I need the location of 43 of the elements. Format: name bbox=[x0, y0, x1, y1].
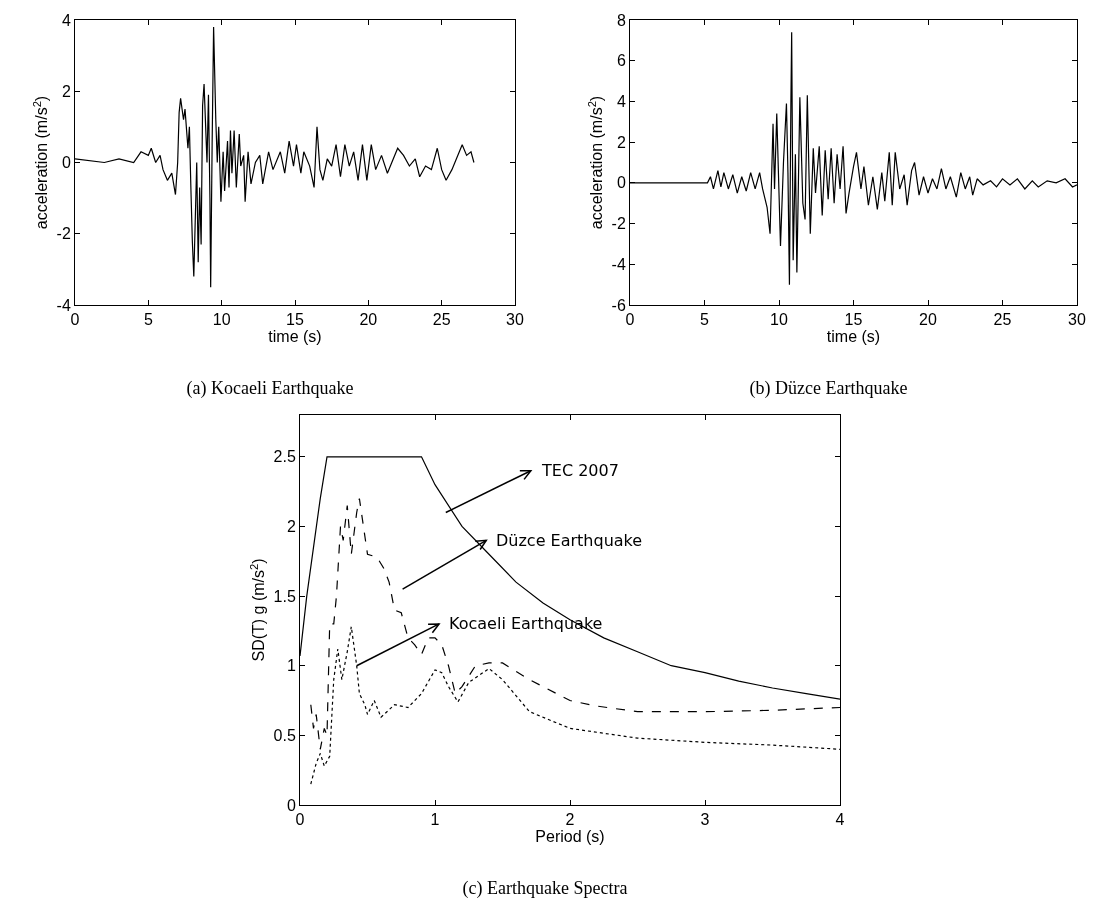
y-tick-label: 1 bbox=[286, 657, 296, 675]
y-tick-label: 8 bbox=[616, 11, 626, 29]
y-tick-label: 4 bbox=[616, 93, 626, 111]
y-tick-label: -2 bbox=[56, 225, 71, 243]
y-tick-label: 0 bbox=[286, 796, 296, 814]
x-axis-title: time (s) bbox=[826, 328, 881, 346]
y-tick-label: 2 bbox=[61, 82, 71, 100]
y-tick-label: -6 bbox=[611, 296, 626, 314]
x-tick-label: 15 bbox=[286, 311, 304, 329]
y-tick-label: 0 bbox=[616, 174, 626, 192]
y-tick-label: 6 bbox=[616, 52, 626, 70]
x-tick-label: 2 bbox=[565, 811, 575, 829]
annotation: TEC 2007 bbox=[541, 461, 619, 480]
x-tick-label: 10 bbox=[770, 311, 788, 329]
y-tick-label: 4 bbox=[61, 11, 71, 29]
y-tick-label: 1.5 bbox=[273, 587, 296, 605]
x-tick-label: 25 bbox=[432, 311, 451, 329]
annotation: Düzce Earthquake bbox=[496, 531, 643, 550]
x-tick-label: 3 bbox=[700, 811, 710, 829]
y-tick-label: 2 bbox=[286, 518, 296, 536]
y-tick-label: 0 bbox=[61, 154, 71, 172]
text: (c) Earthquake Spectra bbox=[462, 878, 628, 899]
y-tick-label: -4 bbox=[56, 296, 71, 314]
x-tick-label: 15 bbox=[844, 311, 863, 329]
y-tick-label: -2 bbox=[611, 215, 626, 233]
x-tick-label: 30 bbox=[506, 311, 524, 329]
x-axis-title: time (s) bbox=[268, 328, 322, 346]
text: (b) Düzce Earthquake bbox=[749, 378, 908, 399]
x-axis-title: Period (s) bbox=[535, 828, 605, 846]
x-tick-label: 25 bbox=[993, 311, 1012, 329]
x-tick-label: 5 bbox=[700, 311, 710, 329]
y-tick-label: 0.5 bbox=[273, 726, 296, 744]
text: (a) Kocaeli Earthquake bbox=[186, 378, 354, 399]
y-tick-label: -4 bbox=[611, 255, 626, 273]
y-tick-label: 2 bbox=[616, 133, 626, 151]
x-tick-label: 1 bbox=[430, 811, 440, 829]
x-tick-label: 30 bbox=[1068, 311, 1086, 329]
x-tick-label: 10 bbox=[212, 311, 231, 329]
x-tick-label: 20 bbox=[919, 311, 937, 329]
x-tick-label: 4 bbox=[835, 811, 845, 829]
y-tick-label: 2.5 bbox=[273, 448, 296, 466]
x-tick-label: 5 bbox=[143, 311, 153, 329]
x-tick-label: 20 bbox=[359, 311, 378, 329]
